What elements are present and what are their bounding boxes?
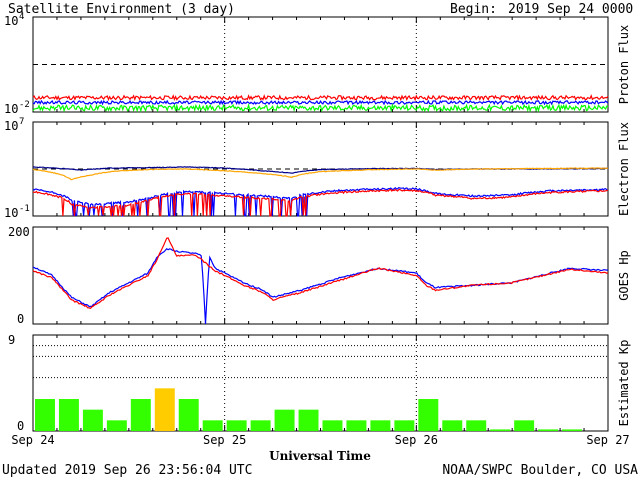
kp-bar [274, 409, 295, 431]
x-tick-label: Sep 26 [395, 433, 438, 447]
kp-bar [562, 429, 583, 431]
y-tick-label: 10 [4, 119, 18, 133]
kp-bar [178, 399, 199, 431]
begin-label: Begin: [450, 2, 497, 17]
panel-goes-hp: 200 0 GOES Hp [8, 225, 631, 326]
begin-value: 2019 Sep 24 0000 UTC [508, 2, 640, 17]
y-axis-label: Electron Flux [617, 122, 631, 216]
electron-series-blue [32, 187, 609, 217]
kp-bar [466, 420, 487, 431]
kp-bar [298, 409, 319, 431]
kp-bar [35, 399, 55, 431]
kp-bar [514, 420, 535, 431]
panel-estimated-kp: 9 0 Estimated Kp [8, 333, 631, 433]
x-tick-label: Sep 25 [203, 433, 246, 447]
y-tick-label: 10 [4, 206, 18, 220]
kp-bar [370, 420, 391, 431]
kp-bar [202, 420, 223, 431]
x-tick-label: Sep 24 [11, 433, 54, 447]
panel-frame [32, 226, 609, 325]
y-axis-label: Proton Flux [617, 25, 631, 104]
kp-bar [130, 399, 151, 431]
y-tick-label: 0 [17, 419, 24, 433]
y-tick-label: 0 [17, 312, 24, 326]
y-tick-exponent: -1 [19, 204, 30, 214]
electron-series-red [32, 188, 609, 217]
y-tick-exponent: -2 [19, 100, 30, 110]
kp-bar [346, 420, 367, 431]
hp-series-red [32, 237, 609, 309]
proton-series-blue [32, 99, 609, 106]
kp-bar [394, 420, 415, 431]
y-tick-label: 10 [4, 102, 18, 116]
kp-bar [250, 420, 271, 431]
kp-bar [490, 429, 511, 431]
y-tick-exponent: 7 [19, 117, 24, 127]
kp-bar [106, 420, 127, 431]
kp-bar [82, 409, 103, 431]
y-axis-label: Estimated Kp [617, 340, 631, 427]
panel-frame [32, 334, 609, 432]
kp-bar [226, 420, 247, 431]
proton-series-red [32, 94, 609, 102]
y-tick-label: 10 [4, 14, 18, 28]
y-tick-label: 200 [8, 225, 30, 239]
y-tick-label: 9 [8, 333, 15, 347]
kp-bar [442, 420, 463, 431]
kp-bar [418, 399, 439, 431]
y-tick-exponent: 4 [19, 12, 24, 22]
kp-bar [538, 429, 559, 431]
chart-title: Satellite Environment (3 day) [8, 2, 235, 17]
electron-series-orange [32, 167, 609, 181]
noaa-credit: NOAA/SWPC Boulder, CO USA [442, 463, 638, 478]
x-axis-label: Universal Time [269, 449, 371, 463]
kp-bar [322, 420, 343, 431]
kp-bar [58, 399, 79, 431]
y-axis-label: GOES Hp [617, 250, 631, 301]
updated-timestamp: Updated 2019 Sep 26 23:56:04 UTC [2, 463, 252, 478]
kp-bar [154, 388, 175, 431]
x-tick-label: Sep 27 [586, 433, 629, 447]
proton-series-green [32, 103, 609, 113]
